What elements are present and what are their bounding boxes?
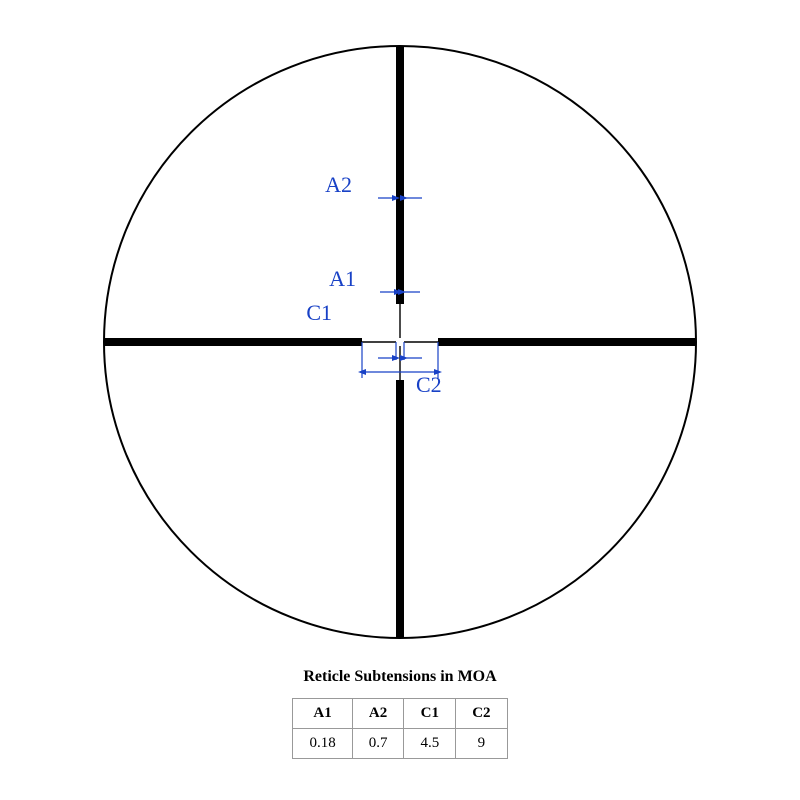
table-cell: 0.7 [352, 729, 404, 759]
subtension-table-wrap: A1A2C1C2 0.180.74.59 [0, 698, 800, 759]
table-header-cell: A2 [352, 699, 404, 729]
subtension-table: A1A2C1C2 0.180.74.59 [292, 698, 507, 759]
dimension-label-a2: A2 [325, 172, 352, 197]
dimension-label-c1: C1 [306, 300, 332, 325]
table-header-cell: C1 [404, 699, 456, 729]
dimension-label-c2: C2 [416, 372, 442, 397]
dimension-label-a1: A1 [329, 266, 356, 291]
table-cell: 0.18 [293, 729, 352, 759]
reticle-diagram: A2 A1 C1 C2 [98, 40, 702, 644]
table-header-cell: C2 [456, 699, 507, 729]
table-title: Reticle Subtensions in MOA [0, 668, 800, 686]
table-cell: 9 [456, 729, 507, 759]
table-header-row: A1A2C1C2 [293, 699, 507, 729]
table-row: 0.180.74.59 [293, 729, 507, 759]
table-cell: 4.5 [404, 729, 456, 759]
table-header-cell: A1 [293, 699, 352, 729]
